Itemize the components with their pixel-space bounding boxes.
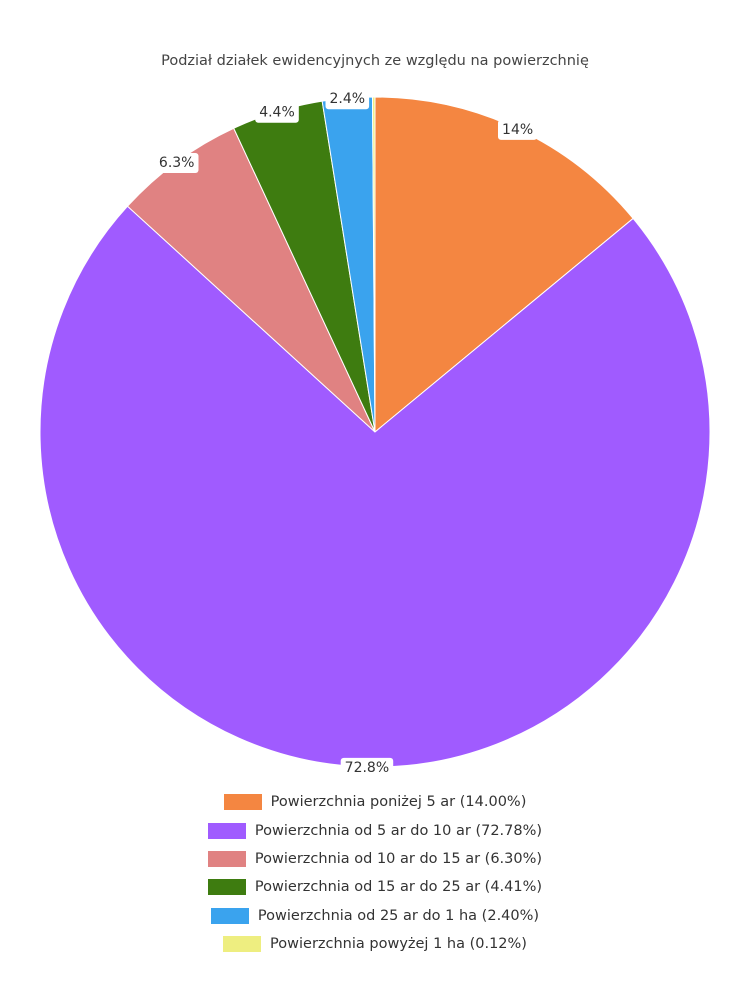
data-label: 2.4% [325,89,370,110]
legend: Powierzchnia poniżej 5 ar (14.00%) Powier… [0,788,750,958]
legend-item[interactable]: Powierzchnia powyżej 1 ha (0.12%) [0,930,750,958]
legend-label: Powierzchnia od 10 ar do 15 ar (6.30%) [254,850,543,867]
legend-swatch [223,794,262,811]
legend-item[interactable]: Powierzchnia od 10 ar do 15 ar (6.30%) [0,845,750,873]
legend-item[interactable]: Powierzchnia od 5 ar do 10 ar (72.78%) [0,816,750,844]
data-label: 72.8% [340,757,394,778]
legend-label: Powierzchnia poniżej 5 ar (14.00%) [270,794,527,811]
legend-swatch [207,850,246,867]
data-label: 4.4% [255,102,299,123]
data-label-background [325,89,370,110]
data-label-text: 2.4% [330,91,366,107]
legend-item[interactable]: Powierzchnia od 25 ar do 1 ha (2.40%) [0,902,750,930]
pie-chart: Podział działek ewidencyjnych ze względu… [39,53,711,778]
legend-swatch [223,936,262,953]
data-label-text: 14% [502,122,533,138]
data-label-text: 72.8% [345,760,389,776]
data-label-text: 6.3% [159,155,195,171]
legend-swatch [207,822,246,839]
data-label-text: 4.4% [259,105,295,121]
legend-swatch [210,907,249,924]
data-label: 6.3% [154,153,199,173]
pie-slice[interactable] [371,96,376,433]
legend-label: Powierzchnia od 15 ar do 25 ar (4.41%) [254,879,543,896]
data-label-background [340,757,394,778]
pie-slices [39,96,711,768]
chart-title: Podział działek ewidencyjnych ze względu… [161,53,589,69]
pie-data-labels: 14% 72.8% 6.3% 4.4% 2.4% [154,89,538,778]
legend-item[interactable]: Powierzchnia poniżej 5 ar (14.00%) [0,788,750,816]
data-label: 14% [498,119,538,140]
data-label-background [154,153,199,173]
data-label-background [498,119,538,140]
legend-item[interactable]: Powierzchnia od 15 ar do 25 ar (4.41%) [0,873,750,901]
legend-label: Powierzchnia powyżej 1 ha (0.12%) [270,936,527,953]
legend-label: Powierzchnia od 5 ar do 10 ar (72.78%) [254,822,543,839]
data-label-background [255,102,299,123]
legend-swatch [207,879,246,896]
legend-label: Powierzchnia od 25 ar do 1 ha (2.40%) [257,907,540,924]
